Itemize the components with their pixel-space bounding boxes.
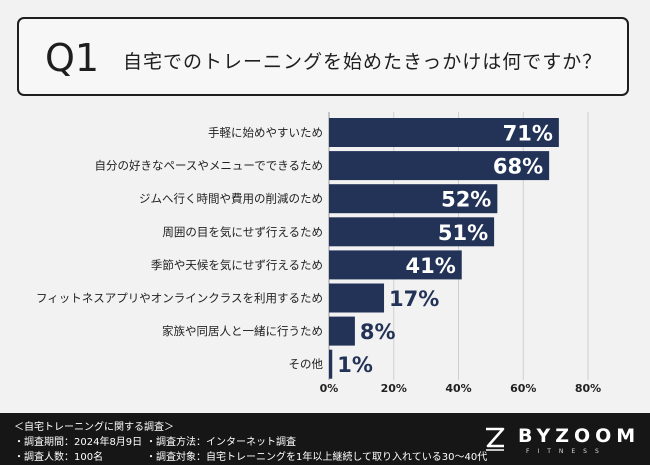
survey-period: ・調査期間：2024年8月9日 bbox=[14, 437, 143, 448]
survey-target: ・調査対象：自宅トレーニングを1年以上継続して取り入れている30〜40代 bbox=[146, 452, 488, 463]
bar bbox=[329, 184, 498, 214]
brand-mark-icon bbox=[486, 427, 505, 451]
category-label: フィットネスアプリやオンラインクラスを利用するため bbox=[36, 291, 323, 305]
x-tick-label: 0% bbox=[320, 382, 339, 395]
x-tick-label: 80% bbox=[575, 382, 601, 395]
data-label: 68% bbox=[493, 155, 543, 179]
category-label: 周囲の目を気にせず行えるため bbox=[162, 225, 323, 239]
survey-count: ・調査人数：100名 bbox=[14, 452, 104, 463]
category-label: その他 bbox=[289, 357, 324, 371]
question-box: Q1 自宅でのトレーニングを始めたきっかけは何ですか？ bbox=[17, 17, 629, 96]
x-tick-label: 20% bbox=[381, 382, 407, 395]
data-label: 17% bbox=[389, 287, 439, 311]
bar bbox=[329, 151, 550, 181]
bar bbox=[329, 217, 495, 247]
brand-name: BYZOOM bbox=[518, 425, 641, 447]
bar bbox=[329, 250, 462, 280]
survey-method: ・調査方法：インターネット調査 bbox=[146, 437, 296, 448]
x-tick-label: 40% bbox=[445, 382, 471, 395]
data-label: 41% bbox=[405, 254, 455, 278]
bar bbox=[329, 283, 385, 313]
brand-sub: FITNESS bbox=[526, 448, 607, 455]
bar bbox=[329, 316, 355, 346]
x-tick-label: 60% bbox=[510, 382, 536, 395]
category-label: 自分の好きなペースやメニューでできるため bbox=[94, 159, 323, 173]
survey-title: ＜自宅トレーニングに関する調査＞ bbox=[14, 422, 174, 433]
category-label: 手軽に始めやすいため bbox=[208, 126, 323, 140]
survey-footer: ＜自宅トレーニングに関する調査＞ ・調査期間：2024年8月9日 ・調査方法：イ… bbox=[0, 413, 650, 465]
brand-logo: BYZOOM FITNESS bbox=[484, 425, 635, 456]
data-label: 52% bbox=[441, 188, 491, 212]
data-label: 8% bbox=[360, 320, 396, 344]
category-label: 季節や天候を気にせず行えるため bbox=[151, 258, 323, 272]
bar-chart: 0% 20% 40% 60% 80% 手軽に始めやすいため 71% 自分の好きなペースやメニュ… bbox=[36, 112, 601, 395]
bar bbox=[329, 118, 559, 147]
category-label: ジムへ行く時間や費用の削減のため bbox=[139, 192, 323, 206]
category-label: 家族や同居人と一緒に行うため bbox=[162, 324, 323, 338]
question-number: Q1 bbox=[45, 36, 100, 80]
bar bbox=[329, 349, 333, 379]
data-label: 71% bbox=[503, 122, 553, 146]
question-text: 自宅でのトレーニングを始めたきっかけは何ですか？ bbox=[123, 51, 603, 73]
data-label: 51% bbox=[438, 221, 488, 245]
data-label: 1% bbox=[337, 353, 373, 377]
